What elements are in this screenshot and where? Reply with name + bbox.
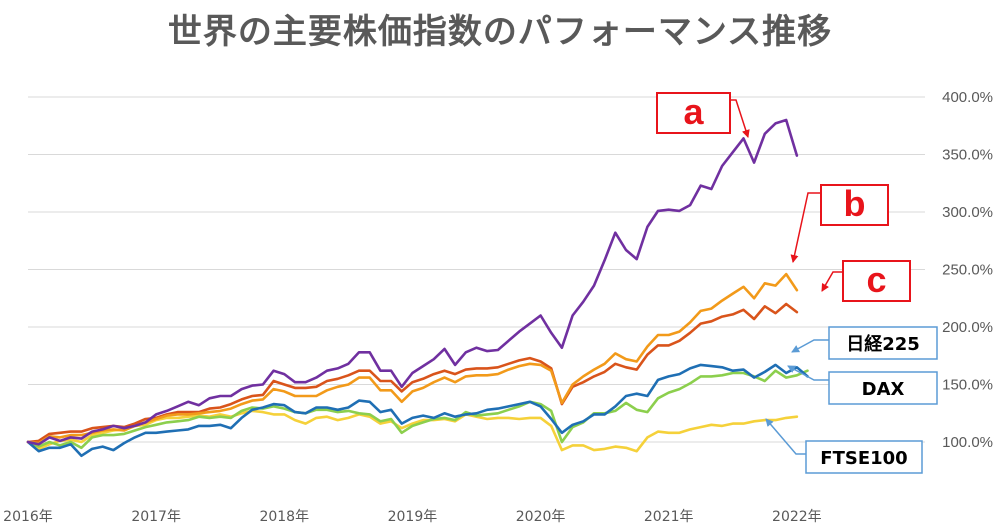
y-tick-label: 250.0% (942, 262, 993, 279)
annotation-box (828, 326, 938, 360)
annotation-box (656, 92, 731, 134)
series-line-nikkei225 (26, 363, 809, 458)
annotation-dax: DAX (787, 365, 938, 405)
series-line-b (26, 272, 799, 445)
annotation-label: c (866, 259, 886, 300)
y-tick-label: 200.0% (942, 319, 993, 336)
x-tick-label: 2021年 (644, 509, 694, 525)
x-tick-label: 2018年 (259, 509, 309, 525)
chart-title: 世界の主要株価指数のパフォーマンス推移 (167, 12, 833, 52)
annotation-label: FTSE100 (820, 448, 907, 469)
y-tick-label: 100.0% (942, 434, 993, 451)
y-tick-label: 300.0% (942, 204, 993, 221)
annotation-nikkei225: 日経225 (791, 326, 938, 360)
x-tick-label: 2017年 (131, 509, 181, 525)
x-tick-label: 2016年 (3, 509, 53, 525)
annotation-arrow (787, 365, 829, 381)
series-line-dax (26, 369, 809, 450)
series-lines (26, 118, 809, 458)
annotation-box (828, 371, 938, 405)
annotation-label: DAX (862, 379, 905, 400)
annotation-box (805, 440, 923, 474)
y-axis-tick-labels: 100.0% 150.0% 200.0% 250.0% 300.0% 350.0% 400.… (942, 89, 993, 451)
series-line-a (26, 118, 799, 446)
x-tick-label: 2019年 (388, 509, 438, 525)
annotation-box (820, 184, 889, 226)
gridlines (28, 96, 925, 443)
annotation-label: b (844, 183, 866, 224)
x-tick-label: 2020年 (516, 509, 566, 525)
annotation-label: a (683, 91, 704, 132)
annotation-arrow (765, 418, 806, 455)
annotation-b: b (790, 183, 889, 263)
y-tick-label: 400.0% (942, 89, 993, 106)
annotation-ftse100: FTSE100 (765, 418, 923, 474)
annotation-box (842, 260, 911, 302)
annotation-arrow (821, 271, 843, 292)
annotation-label: 日経225 (846, 333, 920, 355)
annotation-c: c (821, 259, 911, 302)
annotation-arrow (730, 99, 750, 138)
x-tick-label: 2022年 (772, 509, 822, 525)
annotation-arrow (791, 339, 829, 353)
y-tick-label: 350.0% (942, 147, 993, 164)
x-axis-tick-labels: 2016年 2017年 2018年 2019年 2020年 2021年 2022年 (3, 509, 821, 525)
annotations: a bc 日経225 DAX FTSE100 (656, 91, 938, 474)
annotation-a: a (656, 91, 750, 138)
y-tick-label: 150.0% (942, 377, 993, 394)
annotation-arrow (790, 192, 821, 263)
